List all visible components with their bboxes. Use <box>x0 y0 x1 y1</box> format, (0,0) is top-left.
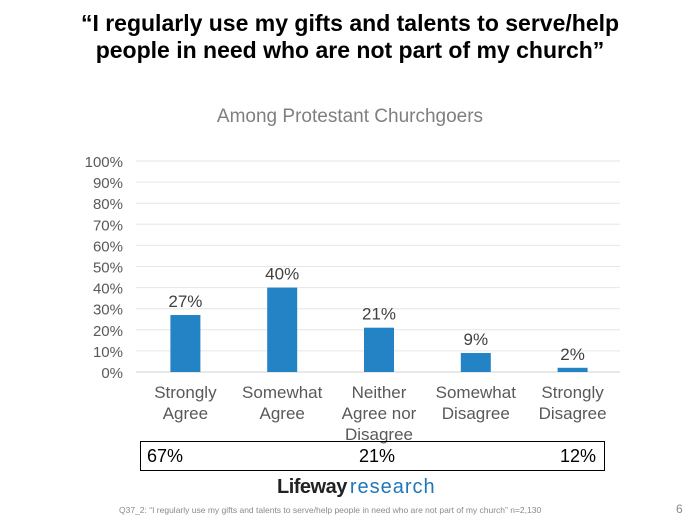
footnote: Q37_2: “I regularly use my gifts and tal… <box>119 505 542 515</box>
data-label: 40% <box>265 265 299 284</box>
bar <box>170 315 201 372</box>
y-tick-label: 70% <box>93 217 123 234</box>
data-label: 9% <box>464 330 489 349</box>
bar-chart: 0% 10% 20% 30% 40% 50% 60% 70% 80% 90% 100% 27% Stro… <box>85 154 620 444</box>
bar <box>364 327 394 372</box>
data-label: 21% <box>362 305 396 324</box>
y-tick-label: 80% <box>93 196 123 213</box>
x-tick-label: Agree <box>260 404 305 423</box>
x-tick-label: Somewhat <box>242 383 323 402</box>
chart-title: Among Protestant Churchgoers <box>216 106 484 127</box>
y-tick-label: 60% <box>93 238 123 255</box>
lifeway-research-logo: Lifeway research <box>277 476 436 499</box>
x-tick-label: Disagree <box>345 425 413 444</box>
y-tick-label: 20% <box>93 323 123 340</box>
x-tick-label: Somewhat <box>436 383 517 402</box>
x-tick-label: Strongly <box>154 383 217 402</box>
title-line-2: people in need who are not part of my ch… <box>95 37 605 63</box>
page-number: 6 <box>676 502 683 516</box>
summary-box: 67% 21% 12% <box>140 441 605 471</box>
title-line-1: “I regularly use my gifts and talents to… <box>80 10 620 36</box>
bar <box>267 287 298 372</box>
logo-research: research <box>349 476 436 498</box>
x-tick-label: Neither <box>352 383 407 402</box>
x-tick-label: Agree nor <box>342 404 417 423</box>
bar <box>460 353 491 372</box>
y-tick-label: 0% <box>101 365 123 382</box>
summary-agree: 67% <box>147 446 184 466</box>
x-tick-label: Disagree <box>442 404 510 423</box>
y-tick-label: 90% <box>93 175 123 192</box>
data-label: 27% <box>168 292 202 311</box>
y-tick-label: 10% <box>93 344 123 361</box>
x-tick-label: Agree <box>163 404 208 423</box>
y-tick-label: 100% <box>85 154 123 171</box>
logo-lifeway: Lifeway <box>277 476 347 498</box>
slide-title: “I regularly use my gifts and talents to… <box>0 10 700 64</box>
y-tick-label: 40% <box>93 281 123 298</box>
y-tick-label: 50% <box>93 260 123 277</box>
summary-disagree: 12% <box>559 446 596 466</box>
x-tick-label: Disagree <box>539 404 607 423</box>
y-tick-label: 30% <box>93 302 123 319</box>
x-tick-label: Strongly <box>541 383 604 402</box>
summary-neither: 21% <box>359 446 396 466</box>
data-label: 2% <box>560 345 585 364</box>
bar <box>557 367 588 372</box>
